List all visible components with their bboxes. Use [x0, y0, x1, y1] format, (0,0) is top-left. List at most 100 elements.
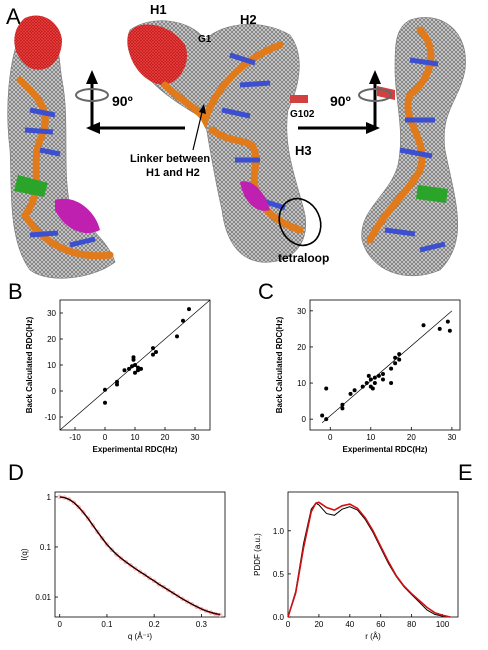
x-axis-label: Experimental RDC(Hz): [93, 445, 178, 454]
label-tetraloop: tetraloop: [278, 251, 329, 265]
data-point: [352, 388, 357, 393]
data-point: [151, 352, 155, 357]
x-tick-label: 0: [286, 620, 291, 629]
data-point: [324, 417, 329, 422]
data-marker: [151, 578, 157, 584]
data-marker: [161, 584, 166, 590]
data-point: [151, 346, 155, 351]
x-axis-label: q (Å⁻¹): [128, 632, 153, 641]
x-tick-label: 0: [57, 620, 62, 629]
x-tick-label: 10: [366, 433, 375, 442]
rna-structure-center-view: [127, 20, 322, 263]
panel-c-label: C: [258, 279, 274, 304]
tetraloop-circle: [278, 197, 322, 247]
data-point: [389, 366, 394, 371]
data-point: [360, 384, 365, 389]
panel-a-label: A: [6, 4, 21, 29]
data-point: [103, 387, 107, 392]
data-point: [364, 381, 369, 386]
x-tick-label: 0: [103, 433, 108, 442]
data-point: [187, 307, 191, 312]
data-point: [393, 361, 398, 366]
x-tick-label: 40: [345, 620, 354, 629]
y-axis-label: PDDF (a.u.): [253, 533, 262, 576]
chart-e-pddf: 0 20 40 60 80 100 0.0 0.5 1.0 r (Å) PDDF (a.u.): [253, 491, 459, 641]
data-point: [136, 365, 140, 370]
x-tick-label: 30: [447, 433, 456, 442]
data-point: [103, 400, 107, 405]
y-tick-label: 10: [47, 361, 56, 370]
data-marker: [128, 563, 133, 568]
label-h1: H1: [150, 2, 167, 17]
data-point: [397, 352, 402, 357]
chart-b-rdc-scatter: -10 0 10 20 30 -10 0 10 20 30 Experimental RDC(Hz)…: [25, 299, 211, 454]
rotation-arrow-right: 90º: [298, 70, 392, 134]
label-linker-line2: H1 and H2: [146, 167, 200, 179]
y-tick-label: 0.1: [40, 543, 52, 552]
rna-structure-right-view: [361, 17, 466, 277]
panel-a: A: [6, 2, 466, 279]
data-marker: [147, 575, 152, 581]
data-point: [376, 373, 381, 378]
data-point: [348, 391, 353, 396]
data-point: [421, 323, 426, 328]
data-point: [130, 364, 134, 369]
rotation-label-right: 90º: [330, 93, 351, 109]
x-tick-label: 0: [328, 433, 333, 442]
data-marker: [175, 593, 180, 599]
data-point: [133, 363, 137, 367]
y-tick-label: 30: [297, 307, 306, 316]
data-point: [437, 326, 442, 331]
y-axis-label: Back Calculated RDC(Hz): [275, 316, 284, 413]
data-point: [320, 413, 325, 418]
data-point: [447, 328, 452, 333]
data-marker: [180, 596, 185, 602]
label-linker-line1: Linker between: [130, 153, 210, 165]
chart-d-saxs-profile: 0 0.1 0.2 0.3 1 0.1 0.01 q (Å⁻¹) I(q): [20, 491, 226, 641]
x-tick-label: 30: [191, 433, 200, 442]
series-line: [59, 496, 221, 616]
data-point: [133, 370, 137, 375]
data-point: [372, 375, 377, 380]
rna-structure-left-view: [7, 15, 116, 279]
y-tick-label: 10: [297, 379, 306, 388]
data-point: [139, 366, 143, 371]
chart-c-rdc-scatter: 0 10 20 30 0 10 20 30 Experimental RDC(Hz) Back C…: [275, 299, 461, 454]
data-point: [127, 366, 131, 371]
x-tick-label: 0.3: [196, 620, 208, 629]
rotation-label-left: 90º: [112, 93, 133, 109]
data-marker: [85, 516, 91, 521]
y-tick-label: 0.01: [35, 593, 51, 602]
plot-frame: [54, 491, 226, 618]
panel-b-label: B: [8, 279, 23, 304]
data-marker: [81, 510, 86, 515]
data-marker: [109, 547, 114, 552]
label-h3: H3: [295, 143, 312, 158]
rotation-arrow-left: 90º: [75, 70, 185, 134]
x-tick-label: 100: [436, 620, 450, 629]
data-point: [122, 368, 127, 373]
y-tick-label: 0: [52, 387, 57, 396]
data-marker: [170, 590, 176, 596]
x-tick-label: 10: [131, 433, 140, 442]
data-point: [393, 355, 398, 360]
x-tick-label: 20: [407, 433, 416, 442]
data-point: [340, 402, 345, 407]
data-marker: [189, 602, 195, 607]
y-axis-label: Back Calculated RDC(Hz): [25, 316, 34, 413]
x-tick-label: 0.2: [149, 620, 161, 629]
y-tick-label: 1: [47, 493, 52, 502]
x-tick-label: 80: [407, 620, 416, 629]
x-axis-label: r (Å): [365, 632, 381, 641]
y-tick-label: 1.0: [273, 527, 285, 536]
x-tick-label: 20: [314, 620, 323, 629]
y-tick-label: -10: [44, 413, 56, 422]
data-marker: [104, 542, 110, 547]
plot-frame: [287, 491, 459, 618]
x-axis-label: Experimental RDC(Hz): [343, 445, 428, 454]
data-point: [372, 381, 377, 386]
data-point: [181, 318, 185, 323]
data-marker: [76, 504, 81, 510]
data-point: [366, 373, 371, 378]
